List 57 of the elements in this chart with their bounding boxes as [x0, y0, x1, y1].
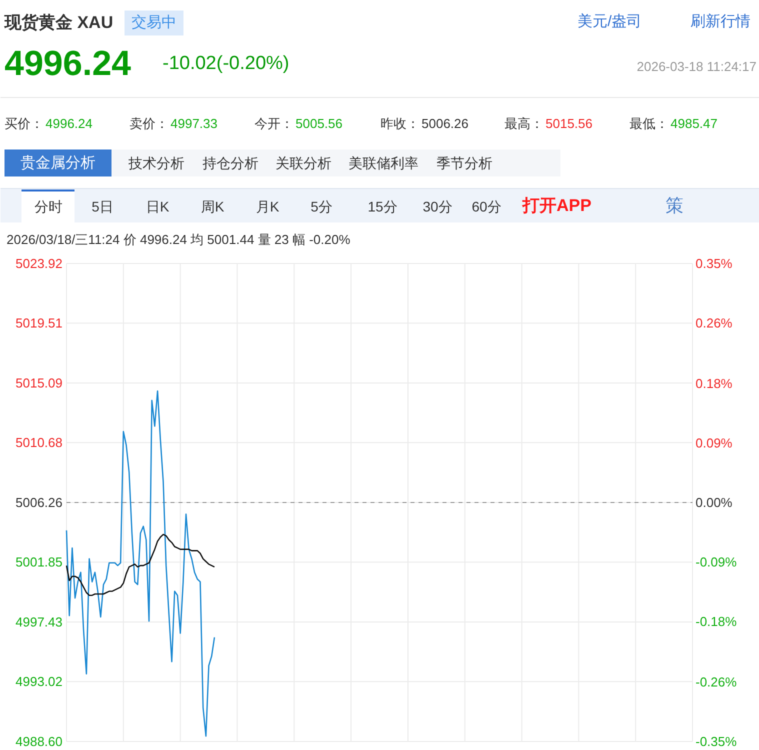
line-series	[66, 390, 216, 737]
text: 刷新行情	[690, 13, 750, 30]
y-tick-label: 5010.68	[16, 435, 63, 450]
text: 4985.47	[670, 116, 718, 131]
text: 卖价：	[130, 116, 168, 131]
y-tick-label: 4988.60	[16, 734, 63, 749]
y2-tick-label: 0.26%	[696, 316, 733, 331]
text: 美联储利率	[348, 155, 418, 171]
text: 4996.24	[46, 116, 92, 131]
y2-tick-label: 0.18%	[696, 376, 733, 391]
y2-tick-label: 0.35%	[696, 256, 733, 271]
text: 4997.33	[170, 116, 218, 131]
text: 分时	[34, 198, 62, 214]
text: 持仓分析	[202, 155, 258, 171]
text: 关联分析	[276, 155, 332, 171]
text: 15分	[368, 198, 398, 214]
chart-title: 现货黄金 XAU	[4, 13, 114, 32]
text: 季节分析	[436, 155, 492, 171]
text: 日K	[146, 198, 170, 214]
y-tick-label: 4993.02	[16, 674, 63, 690]
y-tick-label: 5023.92	[16, 256, 63, 271]
y2-tick-label: -0.26%	[696, 674, 738, 690]
y-tick-label: 5019.51	[16, 316, 63, 331]
text: -10.02(-0.20%)	[162, 53, 290, 74]
text: 5015.56	[546, 116, 592, 131]
text: 今开：	[254, 116, 294, 131]
text: 技术分析	[128, 155, 184, 171]
y-tick-label: 4997.43	[16, 614, 63, 630]
text: 60分	[472, 198, 502, 214]
text: 30分	[422, 198, 452, 214]
line-series	[66, 534, 216, 596]
text: 2026-03-18 11:24:17	[636, 59, 756, 74]
text: 贵金属分析	[20, 154, 96, 172]
text: 4996.24	[4, 44, 132, 83]
text: 最高：	[504, 116, 544, 131]
text: 2026/03/18/三11:24 价 4996.24 均 5001.44 量 23 幅 -0.20%	[6, 232, 351, 247]
text: 5分	[310, 198, 332, 214]
text: 周K	[200, 198, 225, 214]
text: 5006.26	[422, 116, 468, 131]
text: 月K	[256, 198, 280, 214]
y2-tick-label: -0.09%	[696, 554, 738, 570]
text: 策	[666, 196, 684, 216]
text: 买价：	[4, 116, 44, 131]
text: 昨收：	[380, 116, 420, 131]
y-tick-label: 5015.09	[16, 376, 63, 390]
y2-tick-label: -0.18%	[696, 614, 738, 630]
y2-tick-label: 0.00%	[696, 495, 733, 510]
text: 美元/盎司	[578, 13, 642, 30]
text: 5日	[92, 198, 114, 214]
y-tick-label: 5001.85	[16, 554, 63, 570]
text: 打开APP	[522, 196, 592, 215]
text: 5005.56	[296, 116, 342, 131]
y2-tick-label: 0.09%	[696, 435, 733, 450]
text: 交易中	[132, 14, 176, 31]
y2-tick-label: -0.35%	[696, 734, 738, 749]
text: 最低：	[630, 116, 668, 131]
y-tick-label: 5006.26	[16, 495, 63, 510]
